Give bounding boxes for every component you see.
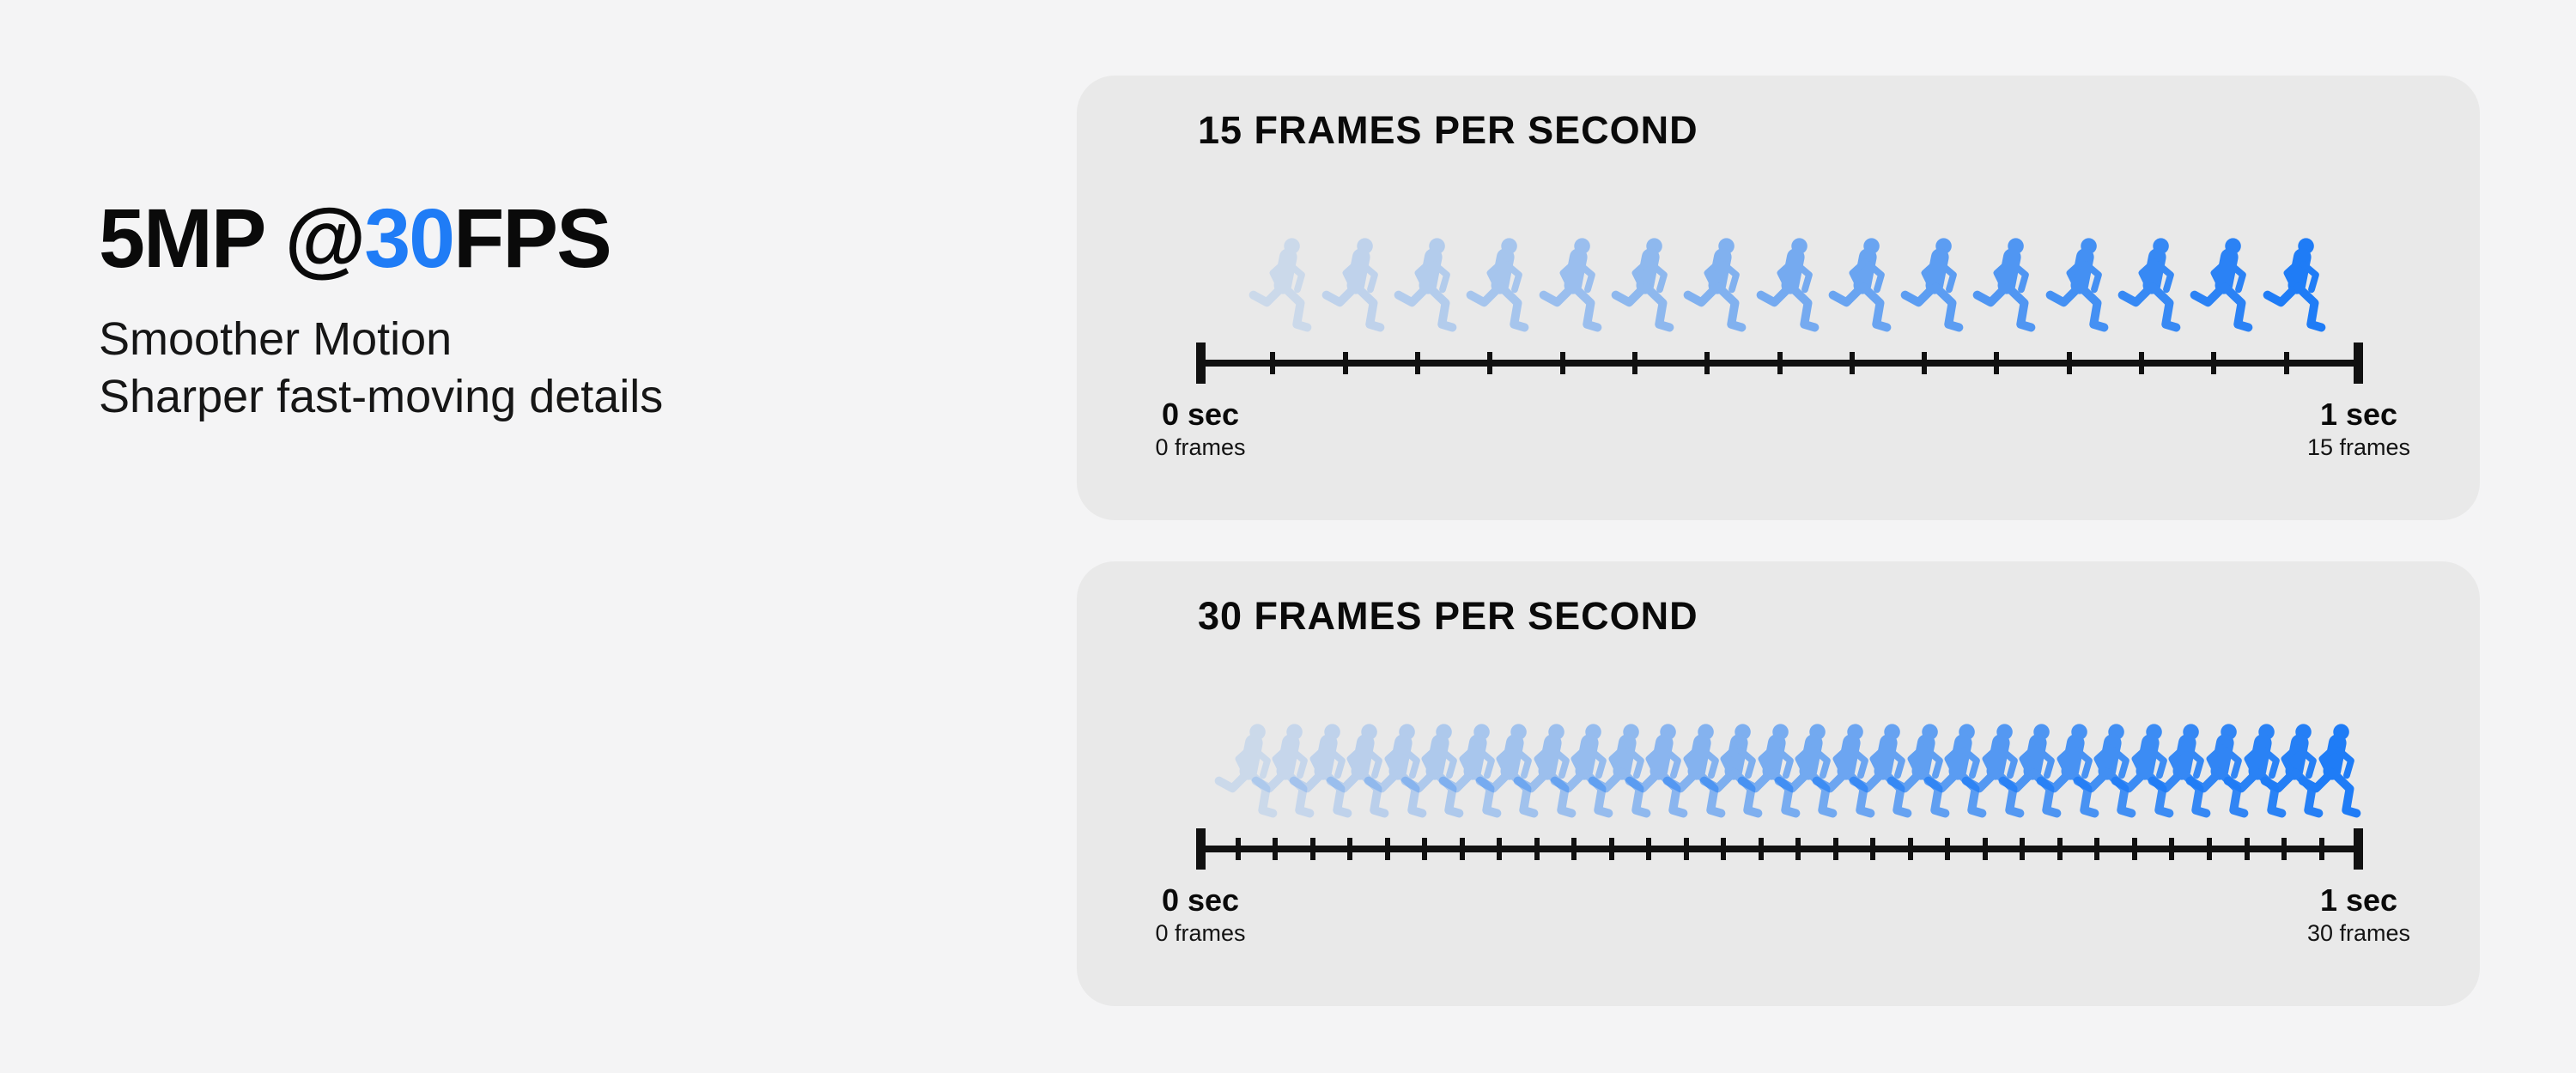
runner-sequence (1077, 561, 2480, 1006)
frame-tick (1487, 352, 1493, 374)
frame-tick (1414, 352, 1420, 374)
axis-end-tick (2354, 828, 2363, 870)
frame-tick (1608, 838, 1614, 860)
frame-tick (1384, 838, 1390, 860)
frame-tick (2094, 838, 2100, 860)
runner-figure (1682, 237, 1756, 335)
runner-figure (1393, 237, 1467, 335)
frame-tick (2244, 838, 2250, 860)
frame-tick (2057, 838, 2063, 860)
runner-figure (1755, 237, 1829, 335)
runner-figure (1465, 237, 1539, 335)
frame-tick (1631, 352, 1637, 374)
runner-figure (2189, 237, 2263, 335)
frame-tick (1459, 838, 1465, 860)
frame-tick (1907, 838, 1913, 860)
panel-title: 30 FRAMES PER SECOND (1198, 594, 1698, 638)
frame-tick (1646, 838, 1652, 860)
frame-tick (1683, 838, 1689, 860)
frame-tick (1994, 352, 2000, 374)
frame-tick (1342, 352, 1348, 374)
axis-start-tick (1196, 343, 1206, 384)
runner-figure (1248, 237, 1321, 335)
frame-tick (1534, 838, 1540, 860)
runner-figure (2297, 723, 2371, 821)
runner-figure (1827, 237, 1901, 335)
runner-figure (2044, 237, 2118, 335)
axis-start-tick (1196, 828, 1206, 870)
headline-suffix: FPS (453, 191, 612, 285)
timeline-end-time: 1 sec (2319, 397, 2398, 432)
runner-sequence (1077, 76, 2480, 520)
frame-tick (2139, 352, 2145, 374)
frame-tick (2066, 352, 2072, 374)
frame-tick (1347, 838, 1353, 860)
timeline-start-time: 0 sec (1161, 882, 1240, 918)
panel-title: 15 FRAMES PER SECOND (1198, 108, 1698, 152)
frame-tick (2283, 352, 2289, 374)
frame-tick (1235, 838, 1241, 860)
frame-tick (1721, 838, 1727, 860)
frame-tick (1922, 352, 1928, 374)
timeline-axis (1196, 828, 2363, 870)
frame-tick (1273, 838, 1278, 860)
frame-tick (2318, 838, 2324, 860)
frame-tick (1982, 838, 1988, 860)
frame-tick (1497, 838, 1503, 860)
frame-tick (2211, 352, 2217, 374)
frame-tick (2131, 838, 2137, 860)
runner-figure (1538, 237, 1612, 335)
runner-figure (1899, 237, 1973, 335)
timeline-axis (1196, 343, 2363, 384)
frame-tick (1795, 838, 1801, 860)
frame-tick (2281, 838, 2287, 860)
runner-figure (2117, 237, 2190, 335)
frame-tick (1571, 838, 1577, 860)
frame-tick (1422, 838, 1428, 860)
runner-figure (2262, 237, 2336, 335)
runner-figure (1971, 237, 2045, 335)
timeline-start-frames: 0 frames (1155, 434, 1246, 460)
frame-tick (1270, 352, 1276, 374)
frame-tick (2020, 838, 2026, 860)
frame-tick (2169, 838, 2175, 860)
timeline-end-time: 1 sec (2319, 882, 2398, 918)
frame-tick (1870, 838, 1876, 860)
frame-tick (1559, 352, 1565, 374)
frame-tick (2206, 838, 2212, 860)
subtitle: Smoother Motion Sharper fast-moving detai… (99, 311, 663, 426)
subtitle-line-1: Smoother Motion (99, 313, 453, 365)
timeline-start-frames: 0 frames (1155, 920, 1246, 946)
headline-prefix: 5MP @ (99, 191, 366, 285)
runner-figure (1321, 237, 1394, 335)
timeline-end-frames: 15 frames (2306, 434, 2411, 460)
panel-15fps: 15 FRAMES PER SECOND 0 sec 0 frames 1 se… (1077, 76, 2480, 520)
headline: 5MP @30FPS (99, 191, 612, 287)
frame-tick (1777, 352, 1783, 374)
frame-tick (1309, 838, 1315, 860)
axis-end-tick (2354, 343, 2363, 384)
panel-30fps: 30 FRAMES PER SECOND 0 sec 0 frames 1 se… (1077, 561, 2480, 1006)
frame-tick (1704, 352, 1710, 374)
frame-tick (1758, 838, 1764, 860)
timeline-end-frames: 30 frames (2306, 920, 2411, 946)
runner-figure (1610, 237, 1684, 335)
subtitle-line-2: Sharper fast-moving details (99, 371, 664, 422)
frame-tick (1945, 838, 1951, 860)
frame-tick (1849, 352, 1855, 374)
headline-highlight: 30 (364, 191, 455, 285)
frame-tick (1832, 838, 1838, 860)
timeline-start-time: 0 sec (1161, 397, 1240, 432)
